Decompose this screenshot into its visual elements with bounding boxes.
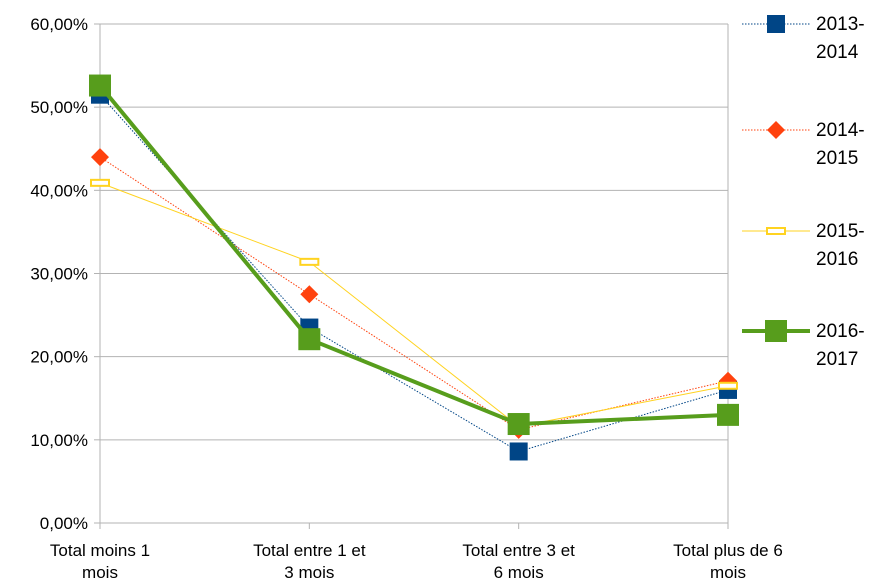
x-tick-label: 6 mois [494,563,544,581]
legend-label: 2017 [816,349,858,370]
series-line [99,182,729,428]
data-point [91,148,109,167]
legend-label: 2014- [816,120,865,141]
legend-item: 2013- 2014 [742,14,865,63]
legend-label: 2016- [816,321,865,342]
legend-item: 2014- 2015 [742,120,865,169]
data-point [765,320,787,342]
data-point [507,413,530,436]
data-point [767,121,785,139]
legend-label: 2014 [816,42,859,63]
data-point [717,403,739,426]
legend-label: 2015- [816,221,865,242]
x-tick-label: Total entre 3 et [462,541,575,560]
data-point [90,178,110,187]
data-point [718,381,738,390]
y-tick-label: 10,00% [30,431,88,450]
data-point [509,442,528,461]
data-point [300,285,319,304]
series-2016-2017 [89,74,739,436]
legend-item: 2016- 2017 [742,320,865,370]
legend-label: 2015 [816,148,858,169]
legend-label: 2013- [816,14,865,35]
data-point [766,227,786,235]
series-group [89,74,739,461]
series-line [98,84,729,427]
x-tick-label: Total moins 1 [50,541,150,560]
y-tick-label: 20,00% [30,348,88,367]
legend-label: 2016 [816,249,858,270]
x-tick-label: 3 mois [284,563,334,581]
axes: 0,00% 10,00% 20,00% 30,00% 40,00% 50,00% 60,00… [30,15,783,582]
data-point [89,74,111,97]
y-tick-label: 30,00% [30,265,88,284]
x-tick-label: mois [82,563,118,581]
data-point [298,328,321,351]
data-point [767,15,785,33]
legend: 2013- 2014 2014- 2015 2015- 2016 2016- 2017 [742,14,865,370]
data-point [299,257,320,266]
y-tick-label: 60,00% [30,15,88,34]
x-tick-label: Total plus de 6 [673,541,783,560]
y-tick-label: 0,00% [40,514,88,533]
series-2015-2016 [90,178,738,431]
x-tick-label: Total entre 1 et [253,541,366,560]
x-tick-label: mois [710,563,746,581]
y-tick-label: 40,00% [30,181,88,200]
series-line [99,156,729,431]
y-tick-label: 50,00% [30,98,88,117]
grid [100,23,728,524]
legend-item: 2015- 2016 [742,221,865,270]
